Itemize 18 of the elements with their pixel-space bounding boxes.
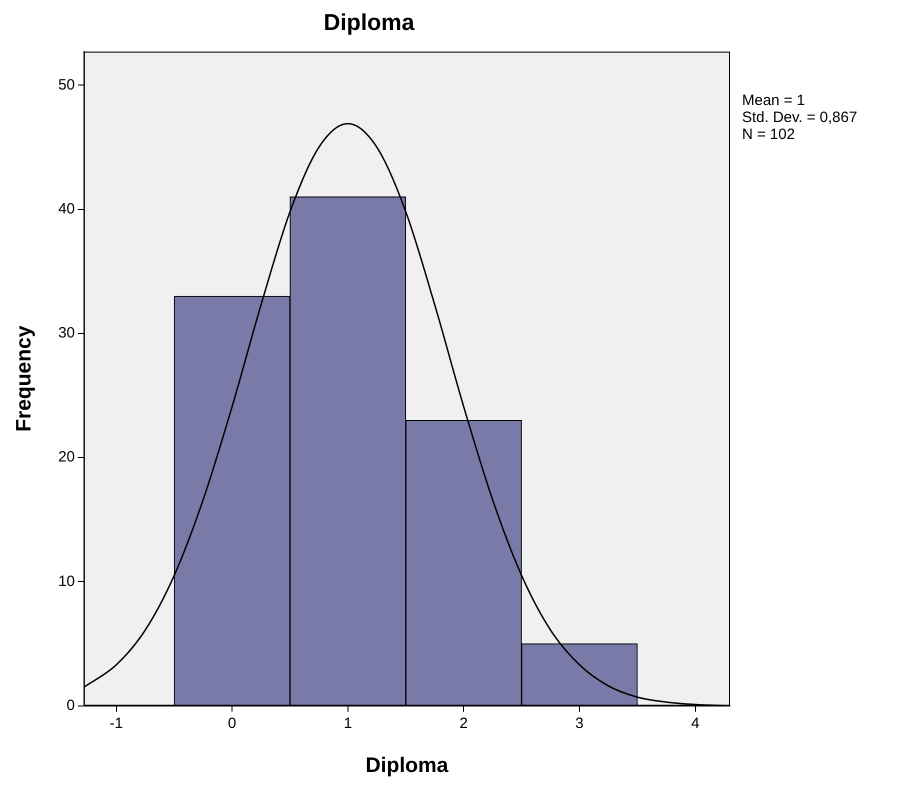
- x-tick-label: 0: [228, 714, 236, 732]
- x-tick-label: 2: [460, 714, 468, 732]
- text: Mean = 1: [742, 92, 805, 110]
- y-tick-label: 20: [58, 448, 75, 466]
- y-tick-label: 40: [58, 200, 75, 218]
- x-tick-label: 1: [344, 714, 352, 732]
- y-tick-label: 50: [58, 76, 75, 94]
- y-tick-label: 0: [66, 696, 75, 714]
- text: N = 102: [742, 126, 795, 144]
- y-axis-title: Frequency: [12, 325, 36, 432]
- text: Std. Dev. = 0,867: [742, 109, 858, 126]
- x-axis-title: Diploma: [366, 754, 449, 778]
- x-tick-label: 4: [691, 714, 700, 732]
- x-tick-label: 3: [575, 714, 584, 732]
- y-tick-label: 10: [58, 572, 75, 590]
- chart-title: Diploma: [324, 9, 415, 36]
- x-tick-label: -1: [110, 714, 123, 732]
- y-tick-label: 30: [58, 324, 75, 342]
